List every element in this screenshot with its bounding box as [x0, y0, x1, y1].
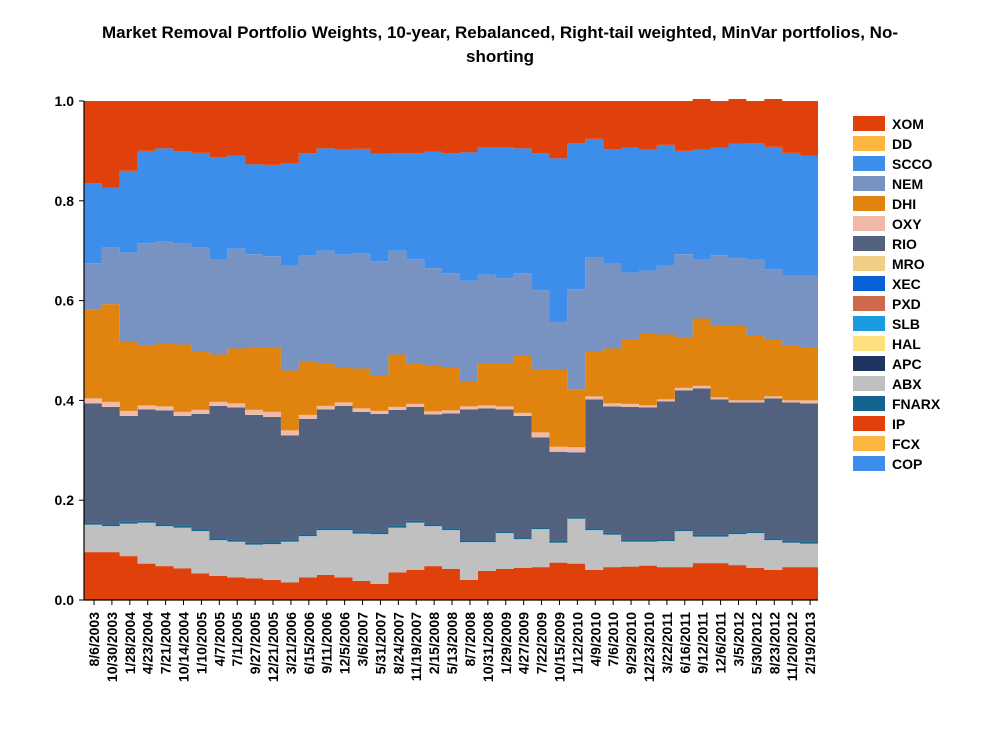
y-tick-label: 1.0: [55, 93, 75, 109]
x-tick-label: 10/30/2003: [104, 612, 120, 682]
legend-label-nem: NEM: [892, 176, 923, 192]
legend-swatch-pxd: [853, 296, 885, 311]
x-tick-label: 7/6/2010: [605, 612, 621, 667]
x-tick-label: 12/6/2011: [713, 612, 729, 674]
x-tick-label: 4/23/2004: [140, 612, 156, 674]
area-xom: [84, 99, 818, 188]
x-tick-label: 10/15/2009: [551, 612, 567, 682]
legend-swatch-apc: [853, 356, 885, 371]
legend: XOM DD SCCO NEM DHI OXY RIO MRO XEC PXD SLB HAL APC A…: [853, 116, 941, 472]
legend-label-slb: SLB: [892, 316, 920, 332]
x-tick-label: 9/27/2005: [247, 612, 263, 674]
x-tick-label: 2/15/2008: [426, 612, 442, 674]
legend-swatch-scco: [853, 156, 885, 171]
x-tick-label: 5/30/2012: [748, 612, 764, 674]
legend-swatch-hal: [853, 336, 885, 351]
legend-label-pxd: PXD: [892, 296, 921, 312]
legend-swatch-rio: [853, 236, 885, 251]
x-tick-label: 9/29/2010: [623, 612, 639, 674]
chart-title-line-2: shorting: [466, 47, 534, 66]
x-tick-label: 8/6/2003: [86, 612, 102, 667]
area-dhi: [84, 304, 818, 448]
x-tick-label: 3/21/2006: [283, 612, 299, 674]
x-tick-label: 12/5/2006: [337, 612, 353, 674]
area-abx: [84, 518, 818, 585]
legend-swatch-dhi: [853, 196, 885, 211]
legend-label-rio: RIO: [892, 236, 917, 252]
axes: 0.0 0.2 0.4 0.6 0.8 1.0 8/6/2003 10/30/2003 1/28…: [55, 93, 819, 682]
y-tick-label: 0.0: [55, 592, 75, 608]
x-tick-label: 1/12/2010: [569, 612, 585, 674]
x-tick-label: 8/23/2012: [766, 612, 782, 674]
x-tick-label: 4/27/2009: [516, 612, 532, 674]
x-tick-label: 1/10/2005: [193, 612, 209, 674]
legend-swatch-mro: [853, 256, 885, 271]
y-tick-label: 0.8: [55, 193, 75, 209]
legend-swatch-xec: [853, 276, 885, 291]
x-tick-label: 4/9/2010: [587, 612, 603, 667]
area-nem: [84, 241, 818, 390]
x-tick-label: 7/22/2009: [534, 612, 550, 674]
legend-swatch-oxy: [853, 216, 885, 231]
legend-label-xom: XOM: [892, 116, 924, 132]
legend-label-ip: IP: [892, 416, 905, 432]
legend-swatch-cop: [853, 456, 885, 471]
y-tick-label: 0.6: [55, 293, 75, 309]
legend-label-scco: SCCO: [892, 156, 933, 172]
x-tick-label: 3/5/2012: [730, 612, 746, 667]
legend-label-dhi: DHI: [892, 196, 916, 212]
legend-swatch-fnarx: [853, 396, 885, 411]
legend-swatch-nem: [853, 176, 885, 191]
x-tick-label: 9/12/2011: [695, 612, 711, 674]
x-tick-label: 5/31/2007: [372, 612, 388, 674]
legend-label-cop: COP: [892, 456, 922, 472]
x-tick-label: 4/7/2005: [211, 612, 227, 667]
x-tick-label: 11/20/2012: [784, 612, 800, 682]
x-tick-label: 7/21/2004: [158, 612, 174, 674]
y-tick-label: 0.2: [55, 492, 75, 508]
legend-label-mro: MRO: [892, 256, 925, 272]
legend-label-dd: DD: [892, 136, 912, 152]
legend-swatch-fcx: [853, 436, 885, 451]
x-tick-label: 2/19/2013: [802, 612, 818, 674]
x-tick-label: 6/16/2011: [677, 612, 693, 674]
x-tick-label: 11/19/2007: [408, 612, 424, 682]
x-tick-label: 12/23/2010: [641, 612, 657, 682]
legend-label-apc: APC: [892, 356, 922, 372]
chart-title-line-1: Market Removal Portfolio Weights, 10-yea…: [102, 23, 898, 42]
x-tick-label: 7/1/2005: [229, 612, 245, 667]
x-tick-label: 1/29/2009: [498, 612, 514, 674]
x-tick-label: 10/31/2008: [480, 612, 496, 682]
x-tick-label: 9/11/2006: [319, 612, 335, 674]
area-cop: [84, 138, 818, 322]
x-tick-label: 10/14/2004: [176, 612, 192, 682]
legend-label-hal: HAL: [892, 336, 921, 352]
legend-swatch-ip: [853, 416, 885, 431]
legend-label-oxy: OXY: [892, 216, 922, 232]
x-tick-label: 8/24/2007: [390, 612, 406, 674]
x-tick-label: 3/22/2011: [659, 612, 675, 674]
x-tick-label: 3/6/2007: [355, 612, 371, 667]
legend-swatch-xom: [853, 116, 885, 131]
legend-label-fnarx: FNARX: [892, 396, 941, 412]
stacked-area-plot: [84, 99, 818, 600]
area-rio: [84, 388, 818, 543]
area-ip: [84, 552, 818, 600]
x-tick-label: 5/13/2008: [444, 612, 460, 674]
y-tick-label: 0.4: [55, 392, 75, 408]
legend-swatch-slb: [853, 316, 885, 331]
x-tick-label: 8/7/2008: [462, 612, 478, 667]
x-tick-label: 12/21/2005: [265, 612, 281, 682]
legend-swatch-abx: [853, 376, 885, 391]
legend-swatch-dd: [853, 136, 885, 151]
legend-label-abx: ABX: [892, 376, 922, 392]
legend-label-fcx: FCX: [892, 436, 921, 452]
x-tick-label: 1/28/2004: [122, 612, 138, 674]
legend-label-xec: XEC: [892, 276, 921, 292]
x-tick-label: 6/15/2006: [301, 612, 317, 674]
